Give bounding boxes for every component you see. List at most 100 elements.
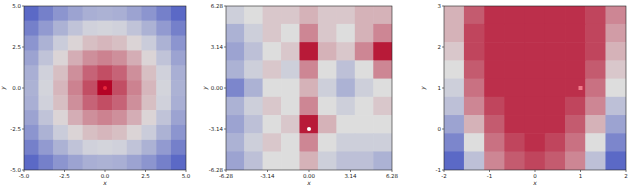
y-tick-label: 0.0 [12,85,21,91]
heat-cell [484,97,505,116]
x-tick-label: -2.5 [59,173,70,179]
heat-cell [171,155,186,170]
heat-cell [156,80,171,96]
x-axis-label: x [532,179,537,186]
heat-cell [484,6,505,25]
heat-cell [336,151,355,170]
heat-cell [53,110,68,126]
heat-cell [318,97,337,116]
heat-cell [53,6,68,21]
heat-cell [24,65,39,81]
heat-cell [38,36,53,52]
heat-cell [53,36,68,52]
heat-cell [444,24,465,43]
y-tick [224,6,226,7]
heat-cell [464,115,485,134]
heat-cell [373,60,392,79]
heat-cell [336,60,355,79]
heat-cell [464,151,485,170]
y-tick-label: -5.0 [10,167,21,173]
heat-cell [68,95,83,111]
heat-cell [336,42,355,61]
heat-cell [244,151,263,170]
heat-cell [53,50,68,66]
y-tick [442,170,444,171]
heat-cell [156,125,171,141]
heat-cell [68,65,83,81]
heat-cell [226,42,245,61]
heat-cell [355,97,374,116]
heat-cell [68,36,83,52]
heat-cell [525,42,546,61]
x-tick-label: -5.0 [19,173,30,179]
heat-cell [585,133,606,152]
heat-cell [299,24,318,43]
heat-cell [53,125,68,141]
heat-cell [605,6,626,25]
heat-cell [38,110,53,126]
heat-cell [464,97,485,116]
heat-cell [156,21,171,37]
heat-cell [299,97,318,116]
heat-cell [171,140,186,156]
heat-cell [299,6,318,25]
heat-cell [464,79,485,98]
heat-cell [336,6,355,25]
heat-cell [336,97,355,116]
heat-cell [244,79,263,98]
heat-cell [263,133,282,152]
y-tick [224,88,226,89]
heat-cell [565,42,586,61]
heat-cell [156,110,171,126]
heat-cell [504,115,525,134]
heat-cell [24,80,39,96]
heat-cell [97,125,112,141]
heat-cell [83,36,98,52]
x-tick [535,170,536,172]
heat-cell [83,110,98,126]
heat-cell [68,140,83,156]
figure: -5.0-2.50.02.55.0-5.0-2.50.02.55.0xy-6.2… [0,0,640,189]
heat-cell [263,24,282,43]
heat-cell [244,60,263,79]
heat-cell [263,6,282,25]
heat-cell [281,6,300,25]
heat-cell [373,42,392,61]
x-tick [392,170,393,172]
heat-cell [565,97,586,116]
heat-cell [156,6,171,21]
heat-cell [24,125,39,141]
heat-cell [373,133,392,152]
heat-cell [585,79,606,98]
heat-cell [263,60,282,79]
heat-cell [226,6,245,25]
heat-cell [585,6,606,25]
heat-cell [525,6,546,25]
heat-cell [464,42,485,61]
heat-cell [605,133,626,152]
heat-cell [112,125,127,141]
heat-cell [127,6,142,21]
y-tick-label: -6.28 [209,167,224,173]
heat-cell [112,140,127,156]
heat-cell [112,95,127,111]
heat-cell [68,21,83,37]
heat-cell [156,50,171,66]
y-tick [442,129,444,130]
heat-cell [565,24,586,43]
heat-cell [444,60,465,79]
heat-cell [484,151,505,170]
heat-cell [565,60,586,79]
heat-cell [244,42,263,61]
heat-cell [38,95,53,111]
y-tick [224,129,226,130]
heat-cell [53,140,68,156]
y-tick-label: 0.00 [211,85,224,91]
heat-cell [585,60,606,79]
heat-cell [565,133,586,152]
heat-cell [97,140,112,156]
heat-cell [171,65,186,81]
heat-cell [336,79,355,98]
heat-cell [373,115,392,134]
frame [24,6,186,170]
